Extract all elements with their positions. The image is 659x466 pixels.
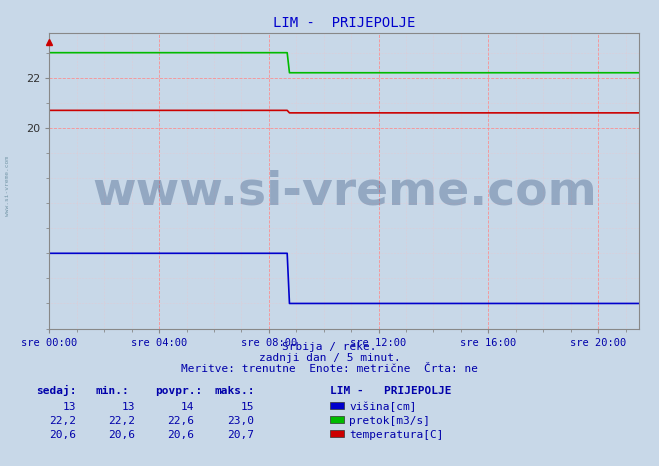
Text: Srbija / reke.: Srbija / reke.	[282, 343, 377, 352]
Text: 20,6: 20,6	[167, 430, 194, 440]
Text: 14: 14	[181, 402, 194, 412]
Text: www.si-vreme.com: www.si-vreme.com	[5, 157, 11, 216]
Text: višina[cm]: višina[cm]	[349, 402, 416, 412]
Text: 20,6: 20,6	[108, 430, 135, 440]
Text: 20,6: 20,6	[49, 430, 76, 440]
Text: 20,7: 20,7	[227, 430, 254, 440]
Text: 22,6: 22,6	[167, 416, 194, 426]
Text: 22,2: 22,2	[108, 416, 135, 426]
Text: 22,2: 22,2	[49, 416, 76, 426]
Text: pretok[m3/s]: pretok[m3/s]	[349, 416, 430, 426]
Text: temperatura[C]: temperatura[C]	[349, 430, 444, 440]
Text: 13: 13	[122, 402, 135, 412]
Text: zadnji dan / 5 minut.: zadnji dan / 5 minut.	[258, 353, 401, 363]
Text: 23,0: 23,0	[227, 416, 254, 426]
Text: maks.:: maks.:	[214, 386, 254, 396]
Text: Meritve: trenutne  Enote: metrične  Črta: ne: Meritve: trenutne Enote: metrične Črta: …	[181, 364, 478, 374]
Text: 13: 13	[63, 402, 76, 412]
Text: povpr.:: povpr.:	[155, 386, 202, 396]
Text: min.:: min.:	[96, 386, 129, 396]
Text: sedaj:: sedaj:	[36, 385, 76, 396]
Text: 15: 15	[241, 402, 254, 412]
Text: LIM -   PRIJEPOLJE: LIM - PRIJEPOLJE	[330, 386, 451, 396]
Text: www.si-vreme.com: www.si-vreme.com	[92, 170, 596, 215]
Title: LIM -  PRIJEPOLJE: LIM - PRIJEPOLJE	[273, 16, 416, 30]
